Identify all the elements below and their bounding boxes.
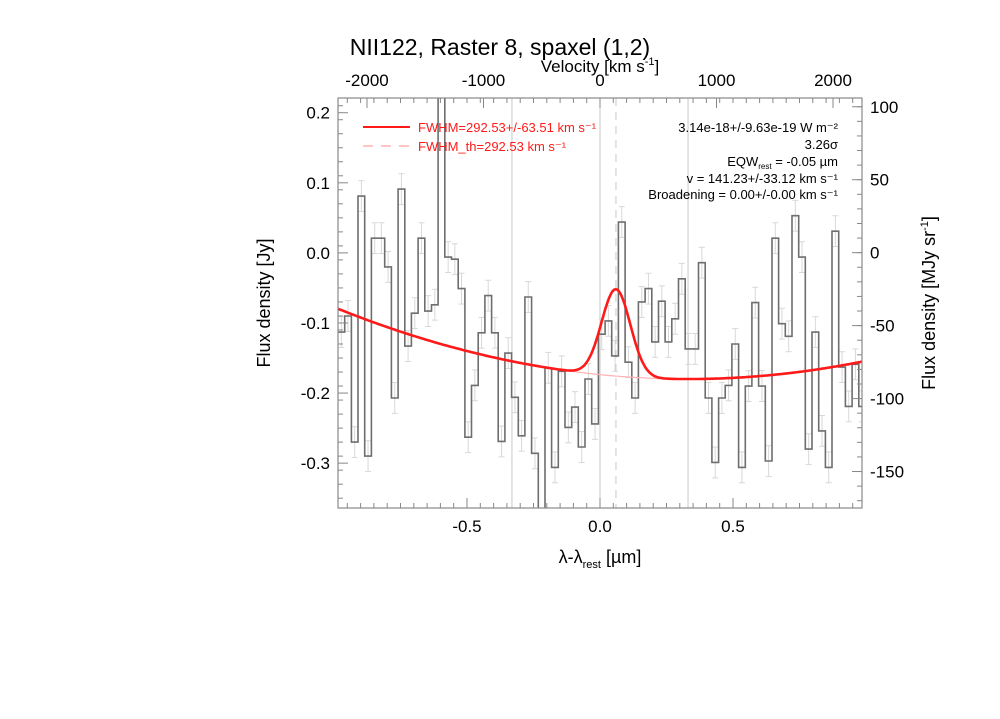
x2-tick-label: -2000 [345,71,388,90]
legend: FWHM=292.53+/-63.51 km s⁻¹ FWHM_th=292.5… [363,120,839,202]
x-tick-label: 0.5 [721,517,745,536]
right-axis-label: Flux density [MJy sr-1] [919,216,939,390]
plot-area [338,0,862,549]
legend-fit-th-label: FWHM_th=292.53 km s⁻¹ [418,139,567,154]
x2-tick-label: -1000 [462,71,505,90]
x-tick-label: 0.0 [588,517,612,536]
chart-title: NII122, Raster 8, spaxel (1,2) [350,34,650,60]
gaussian-fit-line [338,287,862,381]
y-tick-label: 0.2 [306,104,330,123]
x2-tick-label: 0 [595,71,604,90]
y2-tick-label: 50 [870,171,889,190]
y-tick-label: -0.3 [301,454,330,473]
legend-fit-label: FWHM=292.53+/-63.51 km s⁻¹ [418,120,597,135]
line-snr: 3.26σ [805,137,838,152]
error-bar [438,0,444,23]
x2-tick-label: 1000 [698,71,736,90]
error-bar [539,518,545,549]
top-axis-label: Velocity [km s-1] [541,56,659,76]
x-axis-label: λ-λrest [µm] [559,547,642,571]
line-flux: 3.14e-18+/-9.63e-19 W m⁻² [678,120,838,135]
y-tick-label: -0.1 [301,314,330,333]
spectrum-histogram [338,98,862,508]
line-eqw: EQWrest = -0.05 µm [727,154,838,171]
x-tick-label: -0.5 [452,517,481,536]
y-tick-label: -0.2 [301,384,330,403]
y2-tick-label: -50 [870,317,895,336]
error-bar [859,390,862,423]
y-tick-label: 0.0 [306,244,330,263]
y2-tick-label: 100 [870,98,898,117]
y2-tick-label: 0 [870,244,879,263]
y2-tick-label: -100 [870,390,904,409]
y-tick-label: 0.1 [306,174,330,193]
line-velocity: v = 141.23+/-33.12 km s⁻¹ [687,171,839,186]
line-broadening: Broadening = 0.00+/-0.00 km s⁻¹ [648,187,838,202]
y-axis-label: Flux density [Jy] [254,238,274,367]
y2-tick-label: -150 [870,463,904,482]
x2-tick-label: 2000 [814,71,852,90]
